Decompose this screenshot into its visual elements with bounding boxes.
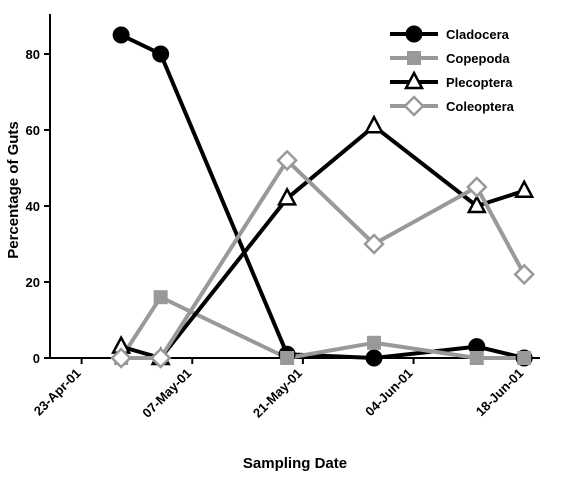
marker: [466, 194, 487, 214]
marker: [152, 45, 170, 63]
legend-label: Coleoptera: [446, 99, 515, 114]
marker: [363, 114, 385, 134]
y-tick-label: 80: [26, 47, 40, 62]
marker: [363, 233, 385, 255]
legend-marker: [407, 51, 421, 65]
y-axis-label: Percentage of Guts: [5, 121, 22, 259]
marker: [513, 263, 535, 286]
marker: [367, 335, 382, 350]
series-line: [119, 295, 525, 360]
legend-marker: [403, 95, 425, 117]
legend-label: Plecoptera: [446, 75, 513, 90]
marker: [112, 26, 130, 44]
marker: [514, 179, 535, 199]
y-tick-label: 60: [26, 123, 40, 138]
x-tick-label: 04-Jun-01: [362, 366, 416, 420]
marker: [469, 351, 484, 365]
y-tick-label: 0: [33, 351, 40, 366]
x-axis-label: Sampling Date: [243, 455, 347, 472]
legend-marker: [405, 25, 423, 43]
legend-label: Cladocera: [446, 27, 510, 42]
y-tick-label: 40: [26, 199, 40, 214]
marker: [110, 347, 132, 369]
x-tick-label: 21-May-01: [250, 366, 305, 421]
marker: [149, 347, 172, 369]
marker: [280, 351, 295, 365]
legend-label: Copepoda: [446, 51, 510, 66]
x-tick-label: 18-Jun-01: [473, 366, 527, 420]
series-line: [121, 158, 526, 360]
marker: [365, 349, 383, 367]
y-tick-label: 20: [26, 275, 40, 290]
x-tick-label: 07-May-01: [139, 366, 194, 421]
legend-marker: [403, 70, 425, 90]
marker: [276, 149, 298, 172]
marker: [466, 176, 488, 198]
x-tick-label: 23-Apr-01: [31, 366, 84, 419]
marker: [277, 186, 298, 206]
marker: [153, 290, 168, 305]
marker: [517, 351, 532, 365]
